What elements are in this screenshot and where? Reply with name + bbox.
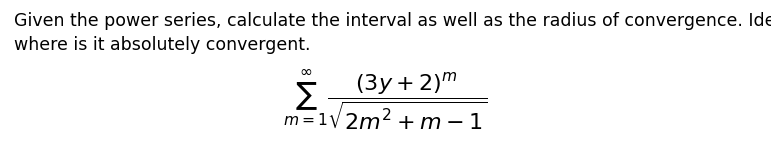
Text: where is it absolutely convergent.: where is it absolutely convergent. [14, 36, 311, 54]
Text: Given the power series, calculate the interval as well as the radius of converge: Given the power series, calculate the in… [14, 12, 771, 30]
Text: $\sum_{m=1}^{\infty} \dfrac{(3y+2)^{m}}{\sqrt{2m^2+m-1}}$: $\sum_{m=1}^{\infty} \dfrac{(3y+2)^{m}}{… [283, 68, 487, 132]
